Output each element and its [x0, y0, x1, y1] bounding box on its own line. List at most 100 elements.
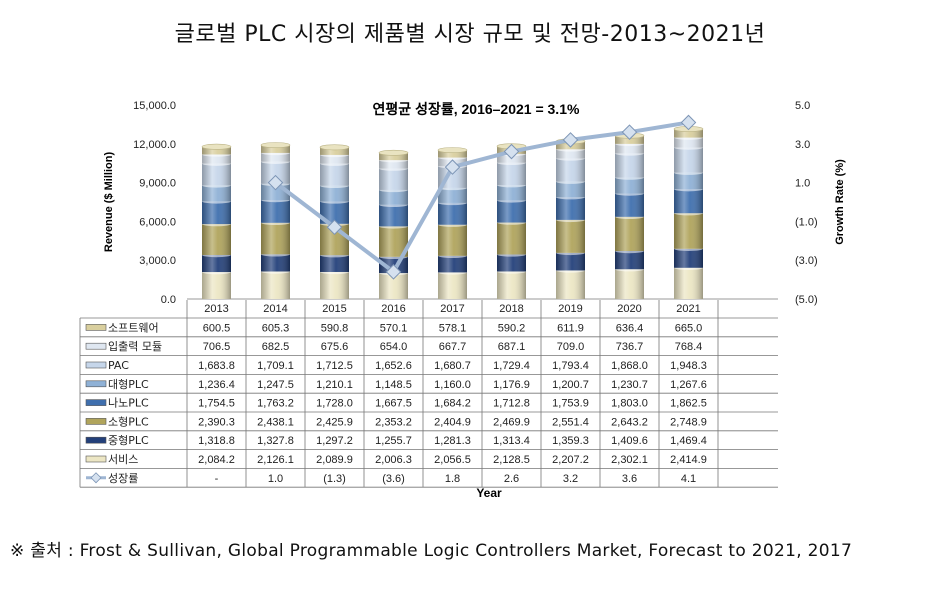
bar-shading	[320, 185, 349, 202]
table-cell: 2,404.9	[434, 416, 471, 428]
table-cell: 1,868.0	[611, 360, 648, 372]
table-cell: 3.2	[563, 473, 578, 485]
table-cell: 1,409.6	[611, 435, 648, 447]
legend-swatch	[85, 324, 107, 331]
table-cell: 600.5	[203, 322, 231, 334]
bar-shading	[261, 222, 290, 255]
growth-point	[503, 143, 520, 160]
table-cell: 1,281.3	[434, 435, 471, 447]
table-cell: 1,176.9	[493, 379, 530, 391]
legend-label: PAC	[108, 359, 129, 372]
table-cell: 2,126.1	[257, 454, 294, 466]
bar-shading	[497, 185, 526, 201]
table-cell: 1,712.5	[316, 360, 353, 372]
bar-shading	[202, 201, 231, 225]
bar-top	[378, 149, 409, 156]
source-note: ※ 출처 : Frost & Sullivan, Global Programm…	[10, 541, 853, 561]
bar-shading	[674, 267, 703, 299]
table-cell: 768.4	[675, 341, 703, 353]
bar-shading	[556, 252, 585, 271]
y-tick-label: 12,000.0	[133, 139, 176, 151]
bar-top	[437, 147, 468, 153]
y2-axis-label: Growth Rate (%)	[834, 159, 846, 245]
y2-tick-label: (5.0)	[795, 294, 818, 306]
table-cell: 709.0	[557, 341, 585, 353]
legend-swatch	[85, 380, 107, 388]
bar-shading	[438, 255, 467, 273]
legend-label: 대형PLC	[108, 378, 149, 391]
table-cell: 2,128.5	[493, 454, 530, 466]
legend-label: 소형PLC	[108, 415, 149, 428]
bar-shading	[674, 137, 703, 148]
legend-label: 나노PLC	[108, 397, 149, 410]
y-tick-label: 3,000.0	[139, 255, 176, 267]
table-cell: 578.1	[439, 322, 467, 334]
table-cell: 1,359.3	[552, 435, 589, 447]
bar-shading	[497, 162, 526, 186]
bar-shading	[261, 145, 290, 153]
table-cell: 1,160.0	[434, 379, 471, 391]
y-tick-label: 6,000.0	[139, 216, 176, 228]
bar-shading	[615, 250, 644, 270]
bar-shading	[497, 200, 526, 223]
table-cell: 1.8	[445, 473, 460, 485]
table-cell: 1,200.7	[552, 379, 589, 391]
x-tick-label: 2014	[263, 303, 287, 315]
legend-marker	[90, 472, 102, 484]
table-cell: 687.1	[498, 341, 526, 353]
bar-shading	[202, 163, 231, 186]
bar-top	[201, 143, 232, 150]
page-title: 글로벌 PLC 시장의 제품별 시장 규모 및 전망-2013~2021년	[174, 22, 766, 47]
table-cell: 1,803.0	[611, 398, 648, 410]
bar-shading	[674, 128, 703, 138]
bar-shading	[261, 199, 290, 223]
bar-shading	[556, 219, 585, 253]
table-cell: 2,414.9	[670, 454, 707, 466]
table-cell: 611.9	[557, 322, 584, 334]
legend-swatch	[85, 361, 107, 369]
table-cell: 675.6	[321, 341, 349, 353]
table-cell: 2,425.9	[316, 416, 353, 428]
bar-shading	[556, 197, 585, 220]
bar-shading	[320, 271, 349, 299]
bar-shading	[379, 152, 408, 161]
chart-subtitle: 연평균 성장률, 2016–2021 = 3.1%	[373, 101, 580, 117]
bar-shading	[202, 224, 231, 255]
table-cell: 605.3	[262, 322, 290, 334]
table-cell: 2,089.9	[316, 454, 353, 466]
bar-shading	[320, 255, 349, 272]
bar-shading	[320, 154, 349, 164]
table-cell: 1.0	[268, 473, 283, 485]
table-cell: 2,748.9	[670, 416, 707, 428]
legend-swatch	[85, 399, 107, 406]
table-cell: 654.0	[380, 341, 408, 353]
bar-shading	[674, 147, 703, 173]
table-cell: 1,236.4	[198, 379, 235, 391]
legend-label: 성장률	[108, 472, 138, 485]
table-cell: 1,793.4	[552, 360, 589, 372]
bar-shading	[320, 147, 349, 155]
bar-shading	[202, 272, 231, 299]
legend-label: 소프트웨어	[108, 321, 159, 334]
bar-shading	[615, 216, 644, 251]
bar-shading	[438, 202, 467, 225]
table-cell: (1.3)	[323, 473, 346, 485]
table-cell: 1,753.9	[552, 398, 589, 410]
bar-shading	[261, 254, 290, 272]
bar-shading	[438, 272, 467, 299]
y2-tick-label: 3.0	[795, 139, 810, 151]
table-cell: 1,667.5	[375, 398, 412, 410]
table-cell: 2.6	[504, 473, 519, 485]
table-cell: 2,390.3	[198, 416, 235, 428]
bar-shading	[379, 204, 408, 227]
bar-shading	[261, 152, 290, 162]
y-tick-label: 9,000.0	[139, 178, 176, 190]
x-axis-label: Year	[476, 486, 502, 500]
x-tick-label: 2021	[676, 303, 700, 315]
legend-label: 서비스	[108, 453, 138, 466]
legend-label: 입출력 모듈	[108, 340, 162, 353]
table-cell: 1,313.4	[493, 435, 530, 447]
x-tick-label: 2013	[204, 303, 228, 315]
table-cell: -	[215, 473, 219, 485]
table-cell: 1,680.7	[434, 360, 471, 372]
